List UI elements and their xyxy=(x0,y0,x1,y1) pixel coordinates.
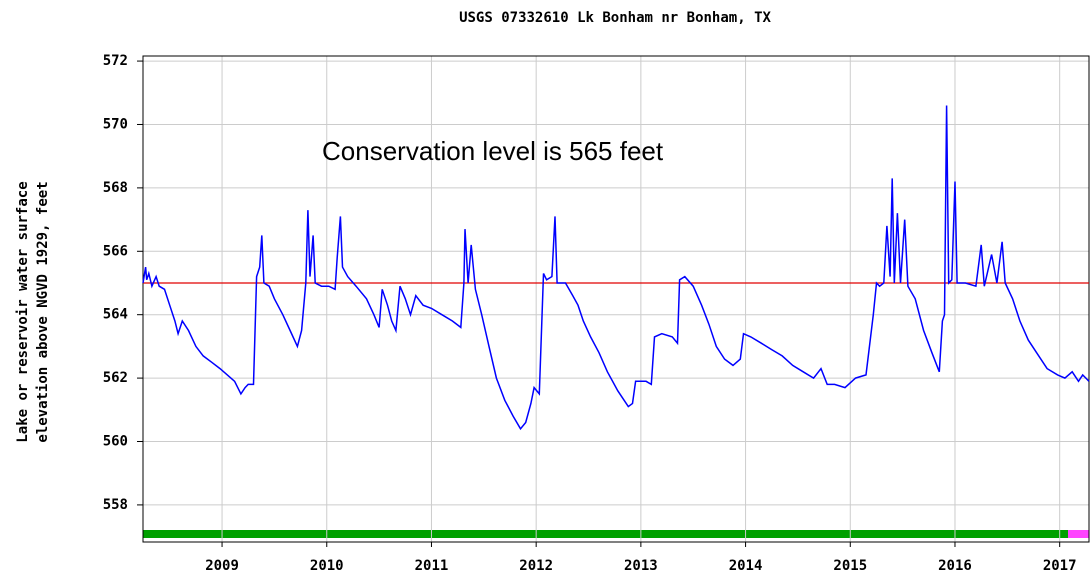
y-tick-label: 562 xyxy=(103,370,128,386)
data-line xyxy=(142,105,1090,431)
annotation: Conservation level is 565 feet xyxy=(322,136,664,166)
chart-title: USGS 07332610 Lk Bonham nr Bonham, TX xyxy=(459,10,771,26)
y-tick-label: 566 xyxy=(103,243,128,259)
y-tick-label: 572 xyxy=(103,53,128,69)
y-tick-label: 558 xyxy=(103,497,128,513)
y-tick-label: 568 xyxy=(103,180,128,196)
x-tick-label: 2014 xyxy=(729,558,763,574)
x-tick-label: 2009 xyxy=(205,558,239,574)
x-tick-label: 2012 xyxy=(519,558,553,574)
x-tick-label: 2010 xyxy=(310,558,344,574)
y-tick-label: 570 xyxy=(103,116,128,132)
x-tick-label: 2017 xyxy=(1043,558,1077,574)
x-tick-label: 2016 xyxy=(938,558,972,574)
x-tick-label: 2011 xyxy=(415,558,449,574)
y-axis-label: Lake or reservoir water surface xyxy=(15,181,31,442)
y-tick-label: 564 xyxy=(103,307,128,323)
plot-frame xyxy=(142,55,1090,543)
x-tick-label: 2013 xyxy=(624,558,658,574)
y-tick-label: 560 xyxy=(103,434,128,450)
approval-bar xyxy=(143,530,1068,538)
y-axis-label: elevation above NGVD 1929, feet xyxy=(35,181,51,442)
provisional-bar xyxy=(1068,530,1089,538)
x-tick-label: 2015 xyxy=(833,558,867,574)
